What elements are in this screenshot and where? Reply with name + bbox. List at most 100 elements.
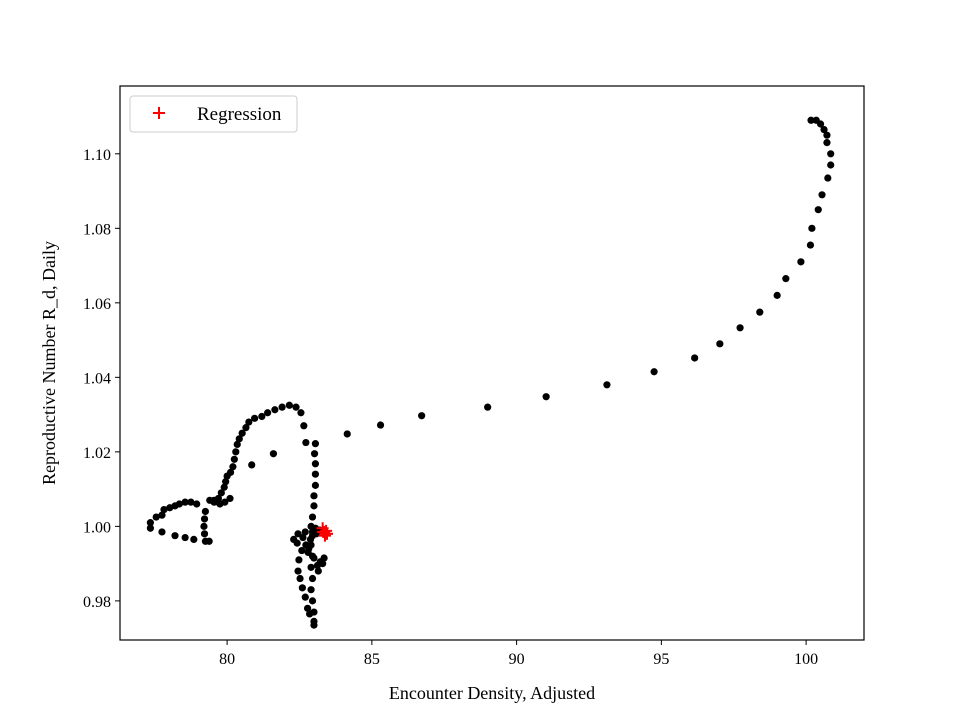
data-point [823, 131, 831, 139]
data-point [308, 513, 317, 521]
x-axis: 80 85 90 95 100 [219, 640, 818, 668]
data-point [307, 586, 315, 594]
data-point [238, 429, 246, 437]
x-tick-label: 80 [219, 651, 235, 668]
legend-box [129, 95, 298, 133]
points-layer [146, 116, 835, 629]
y-axis: 0.98 1.00 1.02 1.04 1.06 1.08 1.10 [83, 147, 120, 611]
data-point [232, 448, 240, 456]
data-point [542, 393, 550, 401]
data-point [343, 430, 351, 438]
y-tick-label: 0.98 [83, 594, 111, 611]
data-point [258, 412, 266, 421]
data-point [166, 504, 174, 512]
data-point [756, 308, 764, 316]
data-point [233, 440, 241, 449]
data-point [242, 424, 250, 432]
data-point [230, 455, 238, 463]
data-point [222, 478, 230, 486]
data-point [201, 507, 210, 516]
x-tick-label: 100 [794, 651, 818, 668]
data-point [278, 403, 286, 411]
data-point [158, 511, 166, 519]
data-point [311, 460, 320, 468]
data-point [816, 120, 825, 128]
data-point [210, 498, 218, 506]
data-point [201, 537, 210, 545]
y-tick-label: 1.04 [83, 370, 111, 387]
data-point [269, 450, 278, 458]
data-point [226, 494, 234, 503]
data-point [193, 500, 201, 508]
x-axis-label: Encounter Density, Adjusted [389, 683, 595, 703]
data-point [306, 610, 314, 618]
data-point [295, 556, 303, 564]
y-axis-label: Reproductive Number R_d, Daily [39, 241, 59, 485]
data-point [319, 560, 327, 568]
data-point [302, 438, 310, 447]
data-point [190, 535, 198, 544]
x-tick-label: 85 [364, 651, 380, 668]
data-point [297, 409, 305, 417]
data-point [827, 150, 835, 158]
data-point [300, 422, 308, 430]
data-point [308, 597, 317, 605]
data-point [152, 513, 160, 521]
data-point [824, 174, 832, 182]
data-point [310, 502, 318, 510]
data-point [248, 461, 256, 469]
data-point [301, 593, 309, 601]
data-point [691, 354, 699, 362]
data-point [306, 535, 315, 544]
data-point [716, 340, 724, 348]
data-point [305, 545, 313, 553]
data-point [271, 406, 279, 414]
data-point [245, 418, 253, 426]
data-point [298, 584, 306, 592]
data-point [158, 528, 166, 536]
data-point [181, 498, 189, 506]
data-point [773, 291, 781, 299]
data-point [221, 498, 229, 506]
data-point [310, 492, 318, 500]
data-point [301, 528, 309, 536]
data-point [235, 435, 243, 443]
data-point [307, 563, 315, 571]
data-point [797, 258, 805, 266]
data-point [320, 554, 328, 562]
data-point [310, 621, 318, 629]
data-point [823, 139, 831, 147]
y-tick-label: 1.10 [83, 147, 111, 164]
data-point [376, 421, 385, 429]
data-point [200, 515, 209, 523]
data-point [171, 532, 179, 540]
data-point [308, 574, 317, 583]
data-point [650, 368, 658, 376]
data-point [294, 530, 302, 538]
y-tick-label: 1.06 [83, 296, 111, 313]
data-point [311, 470, 320, 478]
data-point [827, 161, 835, 169]
data-point [293, 539, 301, 547]
data-point [736, 324, 744, 332]
legend-label-regression: Regression [197, 104, 282, 125]
data-point [294, 567, 302, 575]
data-point [299, 533, 307, 542]
data-point [229, 463, 237, 471]
data-point [310, 450, 319, 458]
data-point [814, 206, 822, 214]
data-point [603, 381, 611, 389]
regression-point [317, 525, 330, 538]
regression-point [320, 524, 333, 537]
data-point [807, 116, 815, 124]
data-point [314, 567, 322, 575]
y-tick-label: 1.08 [83, 221, 111, 238]
data-point [782, 275, 790, 283]
data-point [418, 412, 426, 420]
data-point [264, 409, 272, 417]
data-point [220, 483, 228, 491]
data-point [484, 403, 492, 411]
data-point [296, 574, 304, 583]
legend: Regression [129, 95, 298, 133]
y-tick-label: 1.02 [83, 445, 111, 462]
